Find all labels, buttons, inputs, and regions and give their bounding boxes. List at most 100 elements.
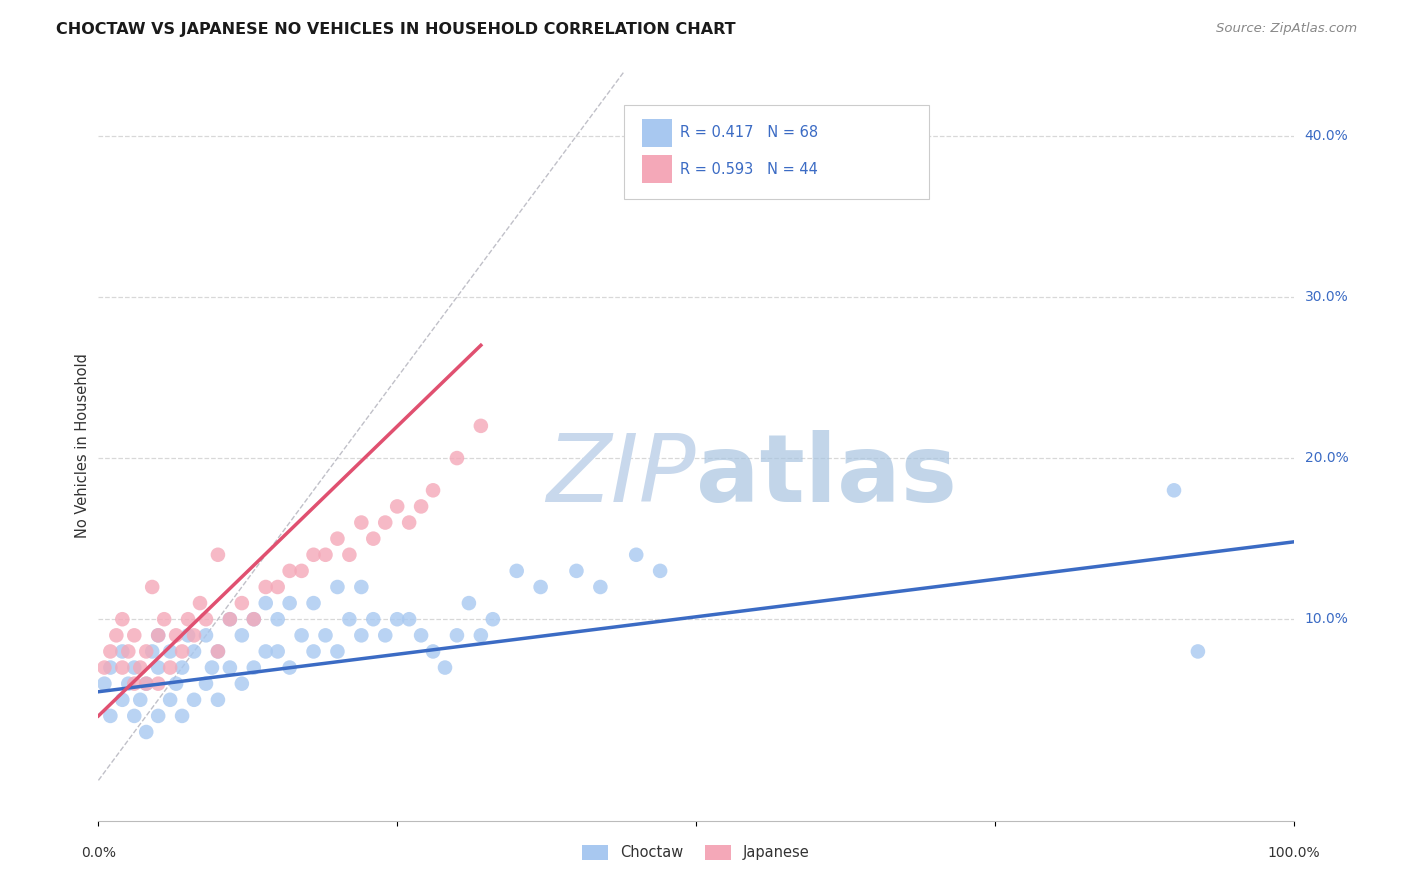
Point <box>207 644 229 658</box>
FancyBboxPatch shape <box>643 155 672 183</box>
Point <box>267 580 290 594</box>
Point <box>148 709 170 723</box>
Text: atlas: atlas <box>696 430 957 522</box>
Point <box>243 612 266 626</box>
Point <box>117 676 139 690</box>
Point <box>135 676 157 690</box>
Point <box>254 596 277 610</box>
Point <box>267 612 290 626</box>
Point <box>350 628 373 642</box>
Point <box>565 564 588 578</box>
Point <box>302 548 325 562</box>
FancyBboxPatch shape <box>643 120 672 147</box>
FancyBboxPatch shape <box>624 105 929 199</box>
Point <box>481 612 505 626</box>
Point <box>105 628 128 642</box>
Point <box>141 644 163 658</box>
Point <box>350 516 373 530</box>
Point <box>374 628 396 642</box>
Text: Source: ZipAtlas.com: Source: ZipAtlas.com <box>1216 22 1357 36</box>
Point <box>111 644 134 658</box>
Point <box>458 596 481 610</box>
Point <box>117 644 139 658</box>
Point <box>153 612 176 626</box>
Text: 10.0%: 10.0% <box>1305 612 1348 626</box>
Point <box>1187 644 1209 658</box>
Point <box>183 628 205 642</box>
Point <box>506 564 529 578</box>
Point <box>177 612 200 626</box>
Point <box>148 660 170 674</box>
Point <box>231 596 253 610</box>
Point <box>183 644 205 658</box>
Point <box>589 580 612 594</box>
Point <box>278 660 301 674</box>
Point <box>302 596 325 610</box>
Point <box>398 612 420 626</box>
Point <box>339 548 361 562</box>
Point <box>363 532 385 546</box>
Point <box>411 628 433 642</box>
Point <box>385 612 409 626</box>
Point <box>422 483 444 498</box>
Point <box>219 660 242 674</box>
Point <box>219 612 242 626</box>
Point <box>111 660 134 674</box>
Point <box>111 693 134 707</box>
Point <box>124 676 146 690</box>
Point <box>398 516 420 530</box>
Text: 100.0%: 100.0% <box>1267 846 1320 860</box>
Point <box>195 612 218 626</box>
Point <box>207 693 229 707</box>
Point <box>339 612 361 626</box>
Point <box>183 693 205 707</box>
Point <box>201 660 224 674</box>
Point <box>231 628 253 642</box>
Point <box>141 580 163 594</box>
Text: 30.0%: 30.0% <box>1305 290 1348 304</box>
Point <box>530 580 553 594</box>
Point <box>93 676 115 690</box>
Point <box>207 548 229 562</box>
Point <box>267 644 290 658</box>
Point <box>1163 483 1185 498</box>
Point <box>470 628 492 642</box>
Point <box>195 676 218 690</box>
Text: R = 0.593   N = 44: R = 0.593 N = 44 <box>681 161 818 177</box>
Point <box>411 500 433 514</box>
Point <box>434 660 457 674</box>
Text: CHOCTAW VS JAPANESE NO VEHICLES IN HOUSEHOLD CORRELATION CHART: CHOCTAW VS JAPANESE NO VEHICLES IN HOUSE… <box>56 22 735 37</box>
Point <box>135 725 157 739</box>
Point <box>172 660 194 674</box>
Point <box>315 548 337 562</box>
Point <box>135 676 157 690</box>
Point <box>231 676 253 690</box>
Point <box>446 451 468 466</box>
Point <box>374 516 396 530</box>
Point <box>207 644 229 658</box>
Point <box>129 660 152 674</box>
Point <box>98 644 122 658</box>
Point <box>315 628 337 642</box>
Point <box>254 580 277 594</box>
Point <box>470 418 492 433</box>
Legend: Choctaw, Japanese: Choctaw, Japanese <box>576 838 815 866</box>
Point <box>254 644 277 658</box>
Point <box>385 500 409 514</box>
Point <box>129 693 152 707</box>
Point <box>159 660 181 674</box>
Point <box>326 580 349 594</box>
Text: ZIP: ZIP <box>547 431 696 522</box>
Point <box>98 709 122 723</box>
Text: R = 0.417   N = 68: R = 0.417 N = 68 <box>681 126 818 140</box>
Point <box>135 644 157 658</box>
Point <box>291 564 314 578</box>
Point <box>165 676 187 690</box>
Point <box>98 660 122 674</box>
Text: 40.0%: 40.0% <box>1305 128 1348 143</box>
Point <box>243 612 266 626</box>
Point <box>124 660 146 674</box>
Point <box>243 660 266 674</box>
Point <box>93 660 115 674</box>
Point <box>124 628 146 642</box>
